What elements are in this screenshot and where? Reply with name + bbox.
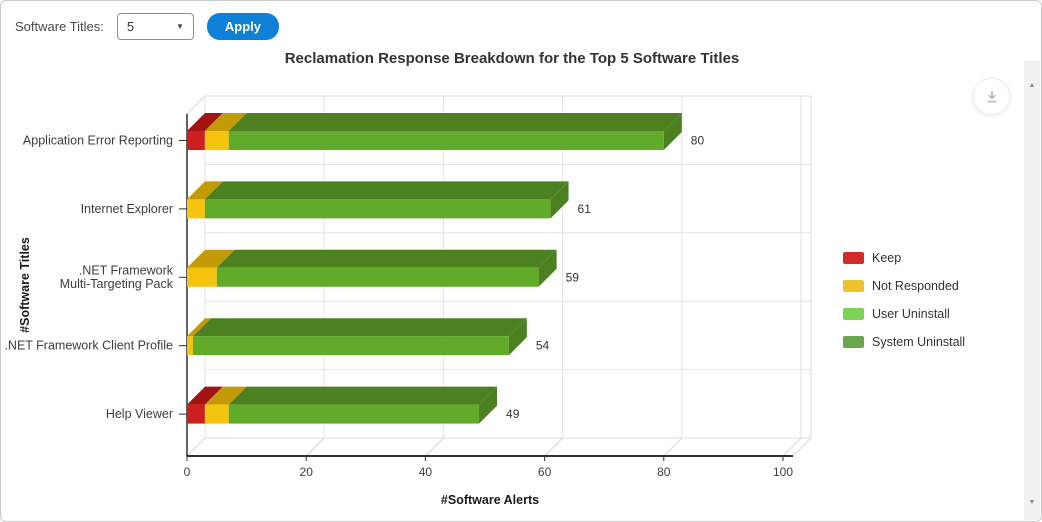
legend-item-user-uninstall: User Uninstall (843, 300, 965, 328)
legend-item-system-uninstall: System Uninstall (843, 328, 965, 356)
x-tick-label: 20 (300, 465, 314, 479)
software-titles-select-value: 5 (126, 19, 135, 34)
x-tick-label: 100 (773, 465, 793, 479)
x-axis-title: #Software Alerts (441, 493, 539, 507)
legend-swatch (843, 280, 864, 292)
y-axis-title: #Software Titles (18, 237, 32, 333)
bar-segment (187, 336, 193, 356)
bar-4 (187, 318, 527, 356)
legend-label: System Uninstall (872, 335, 966, 349)
bar-segment (187, 404, 205, 424)
bar-segment (187, 131, 205, 150)
bar-segment (228, 131, 664, 150)
category-label: .NET Framework (79, 264, 174, 278)
bar-segment-top (204, 113, 247, 131)
bar-3 (187, 249, 557, 287)
x-tick-label: 60 (538, 465, 552, 479)
x-tick-label: 0 (184, 465, 191, 479)
bar-segment-top (187, 249, 235, 268)
bar-1 (187, 113, 682, 150)
bar-segment-top (228, 386, 498, 405)
bar-segment-top (204, 181, 569, 200)
legend-label: Not Responded (872, 279, 959, 293)
bar-end-face (538, 249, 557, 287)
toolbar: Software Titles: 5 ▼ Apply (15, 13, 279, 40)
bar-segment (187, 199, 205, 219)
software-titles-label: Software Titles: (15, 19, 104, 34)
category-label: Application Error Reporting (23, 134, 173, 148)
download-button[interactable] (973, 78, 1010, 115)
category-label: Multi-Targeting Pack (60, 277, 174, 291)
legend-swatch (843, 252, 864, 264)
bar-5 (187, 386, 498, 424)
category-label: Internet Explorer (81, 202, 173, 216)
software-titles-select[interactable]: 5 ▼ (116, 13, 194, 40)
legend-label: Keep (872, 251, 902, 265)
bar-end-face (508, 318, 527, 356)
category-label: .NET Framework Client Profile (4, 339, 173, 353)
bar-segment-top (216, 249, 557, 268)
bar-segment (204, 199, 551, 219)
bar-segment-top (228, 113, 682, 131)
bar-total-label: 54 (536, 339, 550, 353)
x-tick-label: 80 (657, 465, 671, 479)
bar-segment (204, 404, 229, 424)
bar-segment-top (204, 386, 247, 405)
scroll-up-arrow-icon[interactable]: ▲ (1028, 82, 1036, 89)
bar-end-face (479, 386, 498, 424)
apply-button[interactable]: Apply (206, 13, 279, 40)
bar-total-label: 61 (578, 202, 592, 216)
bar-segment-top (187, 113, 223, 131)
bar-segment-top (187, 386, 223, 405)
bar-segment-top (187, 181, 223, 200)
bar-segment (187, 267, 217, 287)
bar-segment (192, 336, 509, 356)
bar-segment (228, 404, 480, 424)
legend-swatch (843, 336, 864, 348)
bar-segment-top (192, 318, 527, 337)
bar-2 (187, 181, 569, 219)
download-icon (987, 90, 996, 102)
bar-end-face (550, 181, 569, 219)
legend-item-keep: Keep (843, 244, 965, 272)
bar-total-label: 49 (506, 407, 520, 421)
vertical-scrollbar[interactable]: ▲ ▼ (1024, 61, 1040, 520)
legend-label: User Uninstall (872, 307, 950, 321)
bar-segment (204, 131, 229, 150)
bar-end-face (663, 113, 682, 150)
bar-segment (216, 267, 539, 287)
legend-swatch (843, 308, 864, 320)
chart-legend: Keep Not Responded User Uninstall System Un… (843, 244, 965, 356)
chart-title: Reclamation Response Breakdown for the T… (284, 50, 740, 67)
bar-total-label: 59 (566, 270, 580, 284)
legend-item-not-responded: Not Responded (843, 272, 965, 300)
category-label: Help Viewer (106, 407, 173, 421)
chevron-down-icon: ▼ (175, 21, 184, 31)
bar-segment-top (187, 318, 211, 337)
scroll-down-arrow-icon[interactable]: ▼ (1028, 499, 1036, 506)
bar-total-label: 80 (691, 134, 705, 148)
x-tick-label: 40 (419, 465, 433, 479)
